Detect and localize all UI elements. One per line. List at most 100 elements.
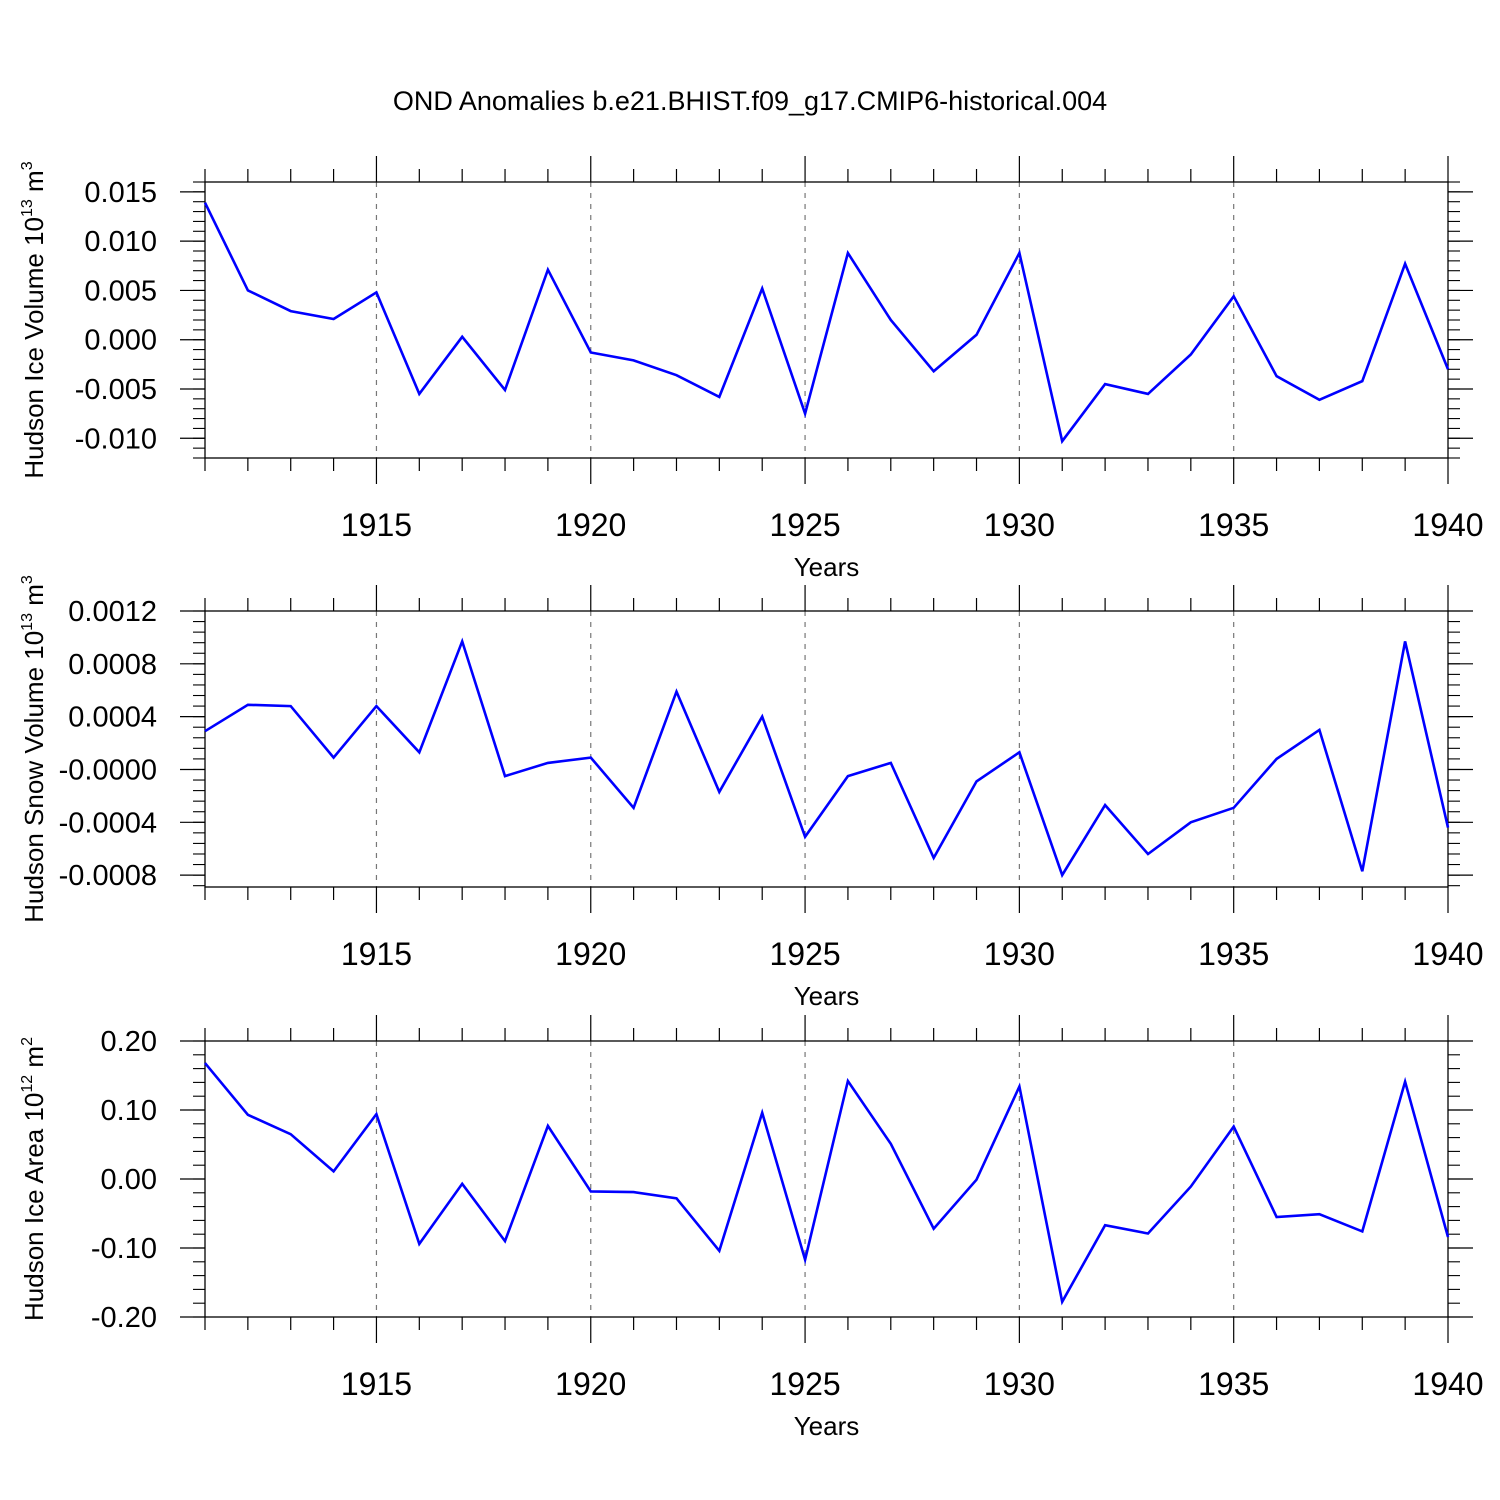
data-point-1927 xyxy=(889,761,893,765)
data-point-1911 xyxy=(203,201,207,205)
data-point-1936 xyxy=(1275,374,1279,378)
data-point-1912 xyxy=(246,288,250,292)
data-point-1914 xyxy=(332,1169,336,1173)
x-tick-label: 1920 xyxy=(555,936,626,972)
data-point-1935 xyxy=(1232,1125,1236,1129)
data-point-1933 xyxy=(1146,852,1150,856)
data-point-1927 xyxy=(889,1142,893,1146)
data-point-1937 xyxy=(1317,728,1321,732)
data-point-1912 xyxy=(246,703,250,707)
data-point-1925 xyxy=(803,412,807,416)
y-tick-label: -0.0004 xyxy=(59,807,157,839)
y-tick-label: -0.0008 xyxy=(59,860,157,892)
data-point-1921 xyxy=(632,358,636,362)
data-point-1940 xyxy=(1446,1235,1450,1239)
data-point-1915 xyxy=(374,1112,378,1116)
data-point-1925 xyxy=(803,1258,807,1262)
data-point-1929 xyxy=(975,333,979,337)
data-point-1931 xyxy=(1060,1300,1064,1304)
x-axis-label: Years xyxy=(794,1411,860,1441)
data-point-1934 xyxy=(1189,1185,1193,1189)
data-point-1923 xyxy=(717,395,721,399)
data-point-1923 xyxy=(717,1249,721,1253)
data-point-1923 xyxy=(717,790,721,794)
y-axis-label: Hudson Ice Area 1012 m2 xyxy=(19,1037,49,1321)
data-point-1931 xyxy=(1060,873,1064,877)
x-tick-label: 1935 xyxy=(1198,507,1269,543)
x-tick-label: 1940 xyxy=(1412,936,1483,972)
data-point-1918 xyxy=(503,774,507,778)
data-point-1916 xyxy=(417,750,421,754)
data-point-1918 xyxy=(503,388,507,392)
panel-3: 0.20 0.10 0.00 -0.10 -0.20 1915 1920 1925 1930 19… xyxy=(19,1015,1484,1441)
data-point-1917 xyxy=(460,1182,464,1186)
x-tick-label: 1925 xyxy=(769,507,840,543)
data-point-1940 xyxy=(1446,826,1450,830)
data-point-1915 xyxy=(374,290,378,294)
y-axis-label: Hudson Ice Volume 1013 m3 xyxy=(19,161,49,478)
data-point-1928 xyxy=(932,1227,936,1231)
series-line xyxy=(203,1062,1450,1306)
data-point-1914 xyxy=(332,317,336,321)
data-point-1930 xyxy=(1017,251,1021,255)
data-point-1938 xyxy=(1360,869,1364,873)
x-tick-label: 1930 xyxy=(984,936,1055,972)
data-point-1917 xyxy=(460,639,464,643)
y-tick-label: 0.0008 xyxy=(68,649,157,681)
x-tick-label: 1935 xyxy=(1198,936,1269,972)
data-point-1926 xyxy=(846,774,850,778)
data-point-1934 xyxy=(1189,353,1193,357)
data-point-1920 xyxy=(589,351,593,355)
y-tick-label: -0.10 xyxy=(91,1233,157,1265)
x-axis-label: Years xyxy=(794,552,860,582)
y-tick-label: -0.005 xyxy=(75,374,157,406)
data-point-1921 xyxy=(632,806,636,810)
data-point-1932 xyxy=(1103,803,1107,807)
data-point-1919 xyxy=(546,268,550,272)
x-tick-label: 1930 xyxy=(984,507,1055,543)
data-point-1935 xyxy=(1232,294,1236,298)
data-point-1936 xyxy=(1275,1215,1279,1219)
x-tick-label: 1925 xyxy=(769,936,840,972)
data-point-1939 xyxy=(1403,262,1407,266)
data-point-1937 xyxy=(1317,398,1321,402)
data-point-1938 xyxy=(1360,379,1364,383)
y-tick-label: 0.20 xyxy=(101,1026,157,1058)
data-point-1933 xyxy=(1146,392,1150,396)
data-point-1934 xyxy=(1189,820,1193,824)
plot-frame xyxy=(204,610,1449,888)
x-tick-label: 1920 xyxy=(555,507,626,543)
data-point-1913 xyxy=(289,704,293,708)
data-point-1940 xyxy=(1446,367,1450,371)
y-tick-label: 0.005 xyxy=(84,275,157,307)
y-tick-label: 0.000 xyxy=(84,325,157,357)
data-point-1916 xyxy=(417,392,421,396)
series-line xyxy=(203,202,1450,445)
data-point-1938 xyxy=(1360,1229,1364,1233)
data-point-1927 xyxy=(889,318,893,322)
data-point-1936 xyxy=(1275,757,1279,761)
data-point-1933 xyxy=(1146,1232,1150,1236)
data-point-1939 xyxy=(1403,1080,1407,1084)
data-point-1921 xyxy=(632,1190,636,1194)
data-point-1913 xyxy=(289,1132,293,1136)
x-tick-label: 1930 xyxy=(984,1366,1055,1402)
y-tick-label: -0.20 xyxy=(91,1302,157,1334)
data-point-1920 xyxy=(589,1189,593,1193)
x-tick-label: 1940 xyxy=(1412,507,1483,543)
x-axis-label: Years xyxy=(794,981,860,1011)
data-point-1919 xyxy=(546,1124,550,1128)
panels: 0.015 0.010 0.005 0.000 -0.005 -0.010 1915 1920… xyxy=(19,156,1484,1441)
data-point-1924 xyxy=(760,286,764,290)
data-point-1932 xyxy=(1103,382,1107,386)
data-point-1931 xyxy=(1060,439,1064,443)
data-point-1924 xyxy=(760,1111,764,1115)
panel-2: 0.0012 0.0008 0.0004 -0.0000 -0.0004 -0.0008 1… xyxy=(19,575,1484,1011)
data-point-1920 xyxy=(589,756,593,760)
data-point-1922 xyxy=(674,1196,678,1200)
data-point-1928 xyxy=(932,856,936,860)
x-tick-label: 1915 xyxy=(341,1366,412,1402)
data-point-1915 xyxy=(374,704,378,708)
x-tick-label: 1915 xyxy=(341,507,412,543)
data-point-1928 xyxy=(932,369,936,373)
